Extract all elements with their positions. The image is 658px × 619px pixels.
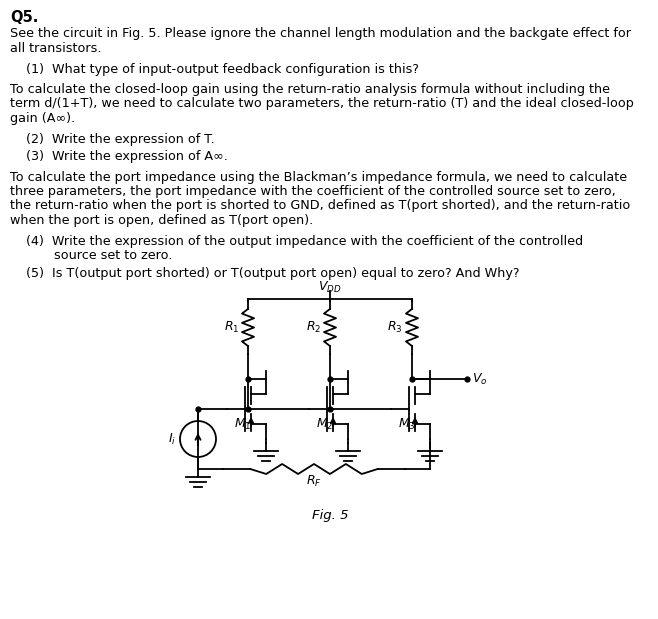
Text: the return-ratio when the port is shorted to GND, defined as T(port shorted), an: the return-ratio when the port is shorte…	[10, 199, 630, 212]
Text: $M_3$: $M_3$	[398, 417, 416, 432]
Text: gain (A∞).: gain (A∞).	[10, 112, 75, 125]
Text: $R_2$: $R_2$	[306, 319, 321, 334]
Text: $M_1$: $M_1$	[234, 417, 252, 432]
Text: $V_o$: $V_o$	[472, 371, 488, 386]
Text: term d/(1+T), we need to calculate two parameters, the return-ratio (T) and the : term d/(1+T), we need to calculate two p…	[10, 98, 634, 111]
Text: all transistors.: all transistors.	[10, 42, 101, 55]
Text: (4)  Write the expression of the output impedance with the coefficient of the co: (4) Write the expression of the output i…	[10, 235, 583, 248]
Text: $R_3$: $R_3$	[388, 319, 403, 334]
Text: (5)  Is T(output port shorted) or T(output port open) equal to zero? And Why?: (5) Is T(output port shorted) or T(outpu…	[10, 267, 520, 280]
Text: $R_F$: $R_F$	[306, 474, 322, 489]
Text: (1)  What type of input-output feedback configuration is this?: (1) What type of input-output feedback c…	[10, 63, 419, 76]
Text: To calculate the closed-loop gain using the return-ratio analysis formula withou: To calculate the closed-loop gain using …	[10, 83, 610, 96]
Text: three parameters, the port impedance with the coefficient of the controlled sour: three parameters, the port impedance wit…	[10, 185, 616, 198]
Text: Fig. 5: Fig. 5	[312, 509, 348, 522]
Text: (2)  Write the expression of T.: (2) Write the expression of T.	[10, 132, 215, 145]
Text: source set to zero.: source set to zero.	[10, 249, 172, 262]
Text: $M_2$: $M_2$	[316, 417, 334, 432]
Text: when the port is open, defined as T(port open).: when the port is open, defined as T(port…	[10, 214, 313, 227]
Text: $R_1$: $R_1$	[224, 319, 239, 334]
Text: To calculate the port impedance using the Blackman’s impedance formula, we need : To calculate the port impedance using th…	[10, 170, 627, 183]
Text: $V_{DD}$: $V_{DD}$	[318, 280, 342, 295]
Text: Q5.: Q5.	[10, 10, 38, 25]
Text: See the circuit in Fig. 5. Please ignore the channel length modulation and the b: See the circuit in Fig. 5. Please ignore…	[10, 27, 631, 40]
Text: $I_i$: $I_i$	[168, 431, 176, 446]
Text: (3)  Write the expression of A∞.: (3) Write the expression of A∞.	[10, 150, 228, 163]
